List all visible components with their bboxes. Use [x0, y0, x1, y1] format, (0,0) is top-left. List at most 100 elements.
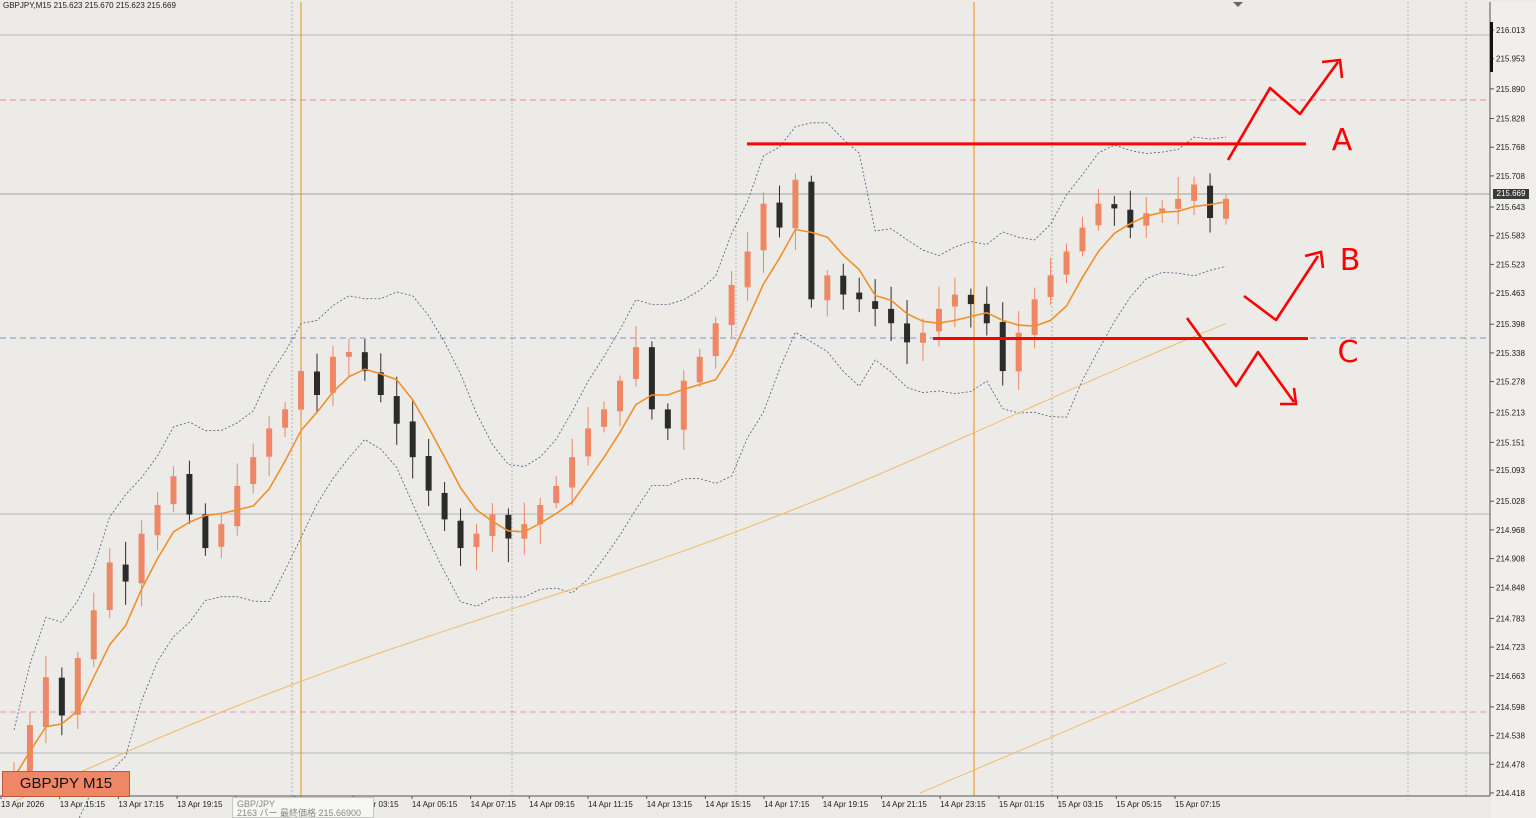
candle-body[interactable] — [234, 485, 241, 527]
candle-body[interactable] — [1127, 209, 1134, 228]
candle-body[interactable] — [218, 524, 225, 547]
candle-body[interactable] — [680, 380, 687, 430]
candle-body[interactable] — [1111, 204, 1118, 209]
candle-body[interactable] — [1223, 198, 1229, 219]
scenario-a-arrowhead — [1321, 58, 1344, 79]
candle-body[interactable] — [792, 179, 799, 229]
candle-body[interactable] — [457, 520, 464, 549]
candle-body[interactable] — [409, 421, 416, 458]
candle-body[interactable] — [1175, 198, 1182, 209]
candle-body[interactable] — [872, 301, 879, 309]
candle-body[interactable] — [170, 476, 177, 505]
candle-body[interactable] — [266, 428, 273, 457]
y-tick-label: 215.151 — [1496, 438, 1525, 447]
candle-body[interactable] — [250, 457, 257, 485]
x-tick-label: 14 Apr 03:15 — [353, 800, 399, 809]
candle-body[interactable] — [601, 409, 608, 427]
x-tick-label: 13 Apr 15:15 — [60, 800, 106, 809]
y-tick-label: 215.463 — [1496, 289, 1525, 298]
candle-body[interactable] — [1047, 275, 1054, 297]
candle-body[interactable] — [282, 409, 289, 428]
candle-body[interactable] — [1207, 185, 1214, 218]
moving-average-longest — [919, 662, 1227, 794]
candle-body[interactable] — [904, 323, 911, 343]
candle-body[interactable] — [648, 347, 655, 410]
candle-body[interactable] — [361, 352, 368, 372]
candle-body[interactable] — [42, 677, 49, 728]
candle-body[interactable] — [1079, 227, 1086, 252]
candle-body[interactable] — [840, 275, 847, 295]
candle-body[interactable] — [345, 351, 352, 357]
candle-body[interactable] — [473, 533, 480, 547]
candle-body[interactable] — [122, 564, 129, 582]
candle-body[interactable] — [505, 514, 512, 539]
plot-area[interactable] — [0, 2, 1490, 796]
candle-body[interactable] — [696, 356, 703, 383]
candle-body[interactable] — [106, 562, 113, 610]
candle-body[interactable] — [617, 380, 623, 412]
tooltip-symbol: GBP/JPY — [237, 799, 276, 809]
candle-body[interactable] — [90, 610, 97, 660]
candle-body[interactable] — [569, 457, 576, 488]
candle-body[interactable] — [1015, 332, 1022, 372]
candle-body[interactable] — [664, 409, 671, 429]
axis-scroll-indicator[interactable] — [1490, 22, 1493, 72]
candle-body[interactable] — [808, 181, 815, 300]
candle-body[interactable] — [856, 292, 863, 300]
candle-body[interactable] — [824, 275, 831, 301]
candle-body[interactable] — [1063, 251, 1070, 275]
x-tick-label: 14 Apr 13:15 — [647, 800, 693, 809]
candle-body[interactable] — [1159, 208, 1166, 212]
y-tick-label: 215.398 — [1496, 320, 1525, 329]
x-tick-label: 13 Apr 17:15 — [118, 800, 164, 809]
candle-body[interactable] — [186, 473, 193, 515]
y-tick-label: 215.708 — [1496, 172, 1525, 181]
candle-body[interactable] — [1143, 213, 1150, 226]
candle-body[interactable] — [951, 294, 958, 307]
x-tick-label: 14 Apr 09:15 — [529, 800, 575, 809]
candle-body[interactable] — [393, 396, 400, 424]
scenario-b-arrow — [1243, 255, 1320, 322]
candle-body[interactable] — [489, 514, 496, 537]
candle-body[interactable] — [888, 308, 895, 324]
candle-body[interactable] — [154, 505, 161, 536]
candle-body[interactable] — [58, 677, 65, 716]
y-tick-label: 214.783 — [1496, 614, 1525, 623]
candle-body[interactable] — [776, 202, 783, 228]
candle-body[interactable] — [632, 347, 639, 380]
candle-body[interactable] — [744, 251, 751, 288]
candle-body[interactable] — [202, 514, 209, 549]
candle-body[interactable] — [329, 356, 336, 393]
candle-body[interactable] — [967, 294, 974, 305]
candle-body[interactable] — [585, 428, 592, 457]
y-tick-label: 214.598 — [1496, 703, 1525, 712]
candle-body[interactable] — [377, 372, 384, 395]
candle-body[interactable] — [999, 322, 1006, 372]
candle-body[interactable] — [74, 658, 81, 715]
candle-body[interactable] — [712, 323, 719, 357]
candle-body[interactable] — [425, 456, 432, 491]
candle-body[interactable] — [1095, 203, 1102, 226]
scenario-c-arrowhead — [1280, 387, 1298, 406]
candle-body[interactable] — [920, 332, 926, 343]
y-tick-label: 215.213 — [1496, 409, 1525, 418]
candle-body[interactable] — [441, 492, 448, 520]
candle-body[interactable] — [298, 371, 305, 410]
chart-header: GBPJPY,M15 215.623 215.670 215.623 215.6… — [3, 1, 176, 10]
chart-shift-marker[interactable] — [1233, 2, 1243, 7]
candle-body[interactable] — [935, 308, 942, 332]
candle-body[interactable] — [1031, 299, 1038, 335]
candle-body[interactable] — [1191, 184, 1198, 201]
candle-body[interactable] — [728, 284, 735, 326]
candle-body[interactable] — [553, 485, 560, 504]
x-tick-label: 14 Apr 15:15 — [705, 800, 751, 809]
bollinger-upper-band — [13, 122, 1227, 730]
candle-body[interactable] — [314, 371, 320, 395]
y-tick-label: 214.848 — [1496, 583, 1525, 592]
x-tick-label: 15 Apr 03:15 — [1058, 800, 1104, 809]
candle-body[interactable] — [138, 533, 145, 584]
candle-body[interactable] — [537, 505, 544, 525]
candle-body[interactable] — [760, 203, 767, 251]
